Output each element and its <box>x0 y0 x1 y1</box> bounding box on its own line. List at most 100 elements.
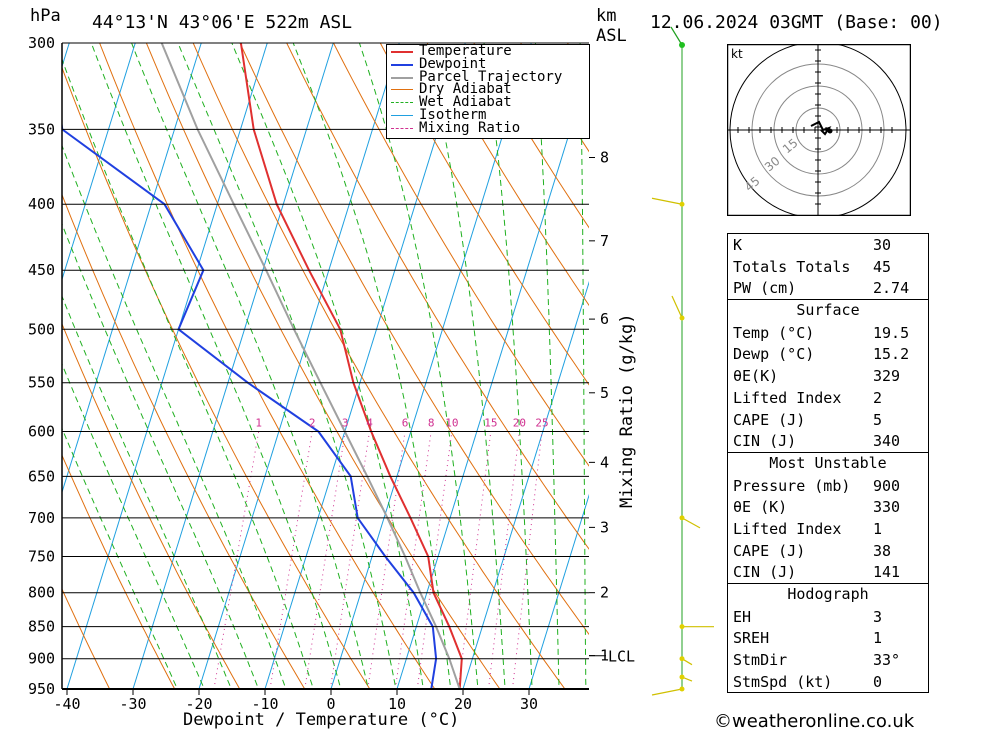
wind-level-dot <box>679 201 685 207</box>
lcl-label: LCL <box>608 648 635 666</box>
stability-key: StmSpd (kt) <box>733 672 833 691</box>
stability-row: CAPE (J) 5 <box>728 409 928 431</box>
pressure-tick-label: 750 <box>28 548 55 566</box>
stability-key: CIN (J) <box>733 432 797 451</box>
dry-adiabat-line <box>62 587 111 690</box>
stability-row: CIN (J) 340 <box>728 430 928 452</box>
mixing-ratio-label: 1 <box>255 416 262 429</box>
wet-adiabat-line <box>534 43 560 690</box>
legend-swatch <box>391 114 413 116</box>
pressure-tick-label: 400 <box>28 195 55 213</box>
wet-adiabat-line <box>62 427 179 690</box>
mixing-ratio-line <box>213 431 260 690</box>
legend-label: Mixing Ratio <box>419 119 521 136</box>
stability-row: θE(K) 329 <box>728 365 928 387</box>
storm-motion-dot <box>827 128 833 134</box>
mixing-ratio-line <box>367 431 406 690</box>
pressure-tick-label: 300 <box>28 34 55 52</box>
km-tick-label: 3 <box>600 518 609 536</box>
stability-value: 330 <box>873 498 901 517</box>
pressure-tick-label: 600 <box>28 422 55 440</box>
stability-row: CIN (J) 141 <box>728 561 928 583</box>
pressure-tick-label: 800 <box>28 584 55 602</box>
stability-row: StmDir 33° <box>728 649 928 671</box>
wind-level-dot <box>679 42 685 48</box>
stability-key: K <box>733 236 743 254</box>
wind-level-dot <box>679 674 685 680</box>
forecast-datetime: 12.06.2024 03GMT (Base: 00) <box>650 12 943 33</box>
mixing-ratio-label: 25 <box>535 416 548 429</box>
x-tick-label: 0 <box>326 695 335 713</box>
mixing-ratio-line <box>304 431 346 690</box>
km-label: km <box>596 6 617 26</box>
stability-row: StmSpd (kt) 0 <box>728 671 928 693</box>
mixing-ratio-label: 8 <box>428 416 435 429</box>
wet-adiabat-line <box>231 43 425 690</box>
wind-level-dot <box>679 315 685 321</box>
pressure-tick-label: 850 <box>28 618 55 636</box>
pressure-tick-label: 950 <box>28 680 55 698</box>
profile-parcel-trajectory <box>160 43 461 690</box>
wind-level-dot <box>679 624 685 630</box>
stability-key: EH <box>733 607 752 626</box>
stability-section-title: Most Unstable <box>728 451 928 475</box>
stability-key: θE (K) <box>733 498 788 517</box>
dry-adiabat-line <box>62 66 371 690</box>
stability-value: 15.2 <box>873 345 910 364</box>
stability-value: 1 <box>873 519 883 538</box>
isotherm-line <box>198 43 400 690</box>
wet-adiabat-line <box>62 222 260 690</box>
stability-key: CAPE (J) <box>733 410 806 429</box>
wet-adiabat-line <box>424 43 506 690</box>
wind-barb <box>651 197 683 205</box>
stability-value: 3 <box>873 607 883 626</box>
wind-level-dot <box>679 656 685 662</box>
mixing-ratio-line <box>394 431 432 690</box>
legend-label: Temperature <box>419 43 512 59</box>
wind-barb <box>670 26 683 46</box>
wet-adiabat-line <box>358 43 479 690</box>
isotherm-line <box>462 280 589 690</box>
pressure-tick-label: 900 <box>28 650 55 668</box>
wind-barb <box>671 295 683 319</box>
km-tick-label: 4 <box>600 453 609 471</box>
legend-swatch <box>391 76 413 79</box>
legend-item: Isotherm <box>387 108 589 122</box>
stability-row: Dewp (°C) 15.2 <box>728 343 928 365</box>
isotherm-line <box>62 43 202 494</box>
wet-adiabat-line <box>62 144 287 690</box>
stability-value: 900 <box>873 476 901 495</box>
stability-row: K 30 <box>728 234 928 256</box>
chart-legend: Temperature Dewpoint Parcel Trajectory Dry … <box>386 44 590 139</box>
stability-section-title: Hodograph <box>728 583 928 606</box>
isotherm-line <box>0 43 3 689</box>
hodograph-trace <box>810 120 832 136</box>
mixing-ratio-label: 20 <box>513 416 526 429</box>
legend-item: Temperature <box>387 43 589 59</box>
stability-key: Temp (°C) <box>733 323 815 342</box>
stability-value: 45 <box>873 257 892 276</box>
mixing-ratio-line <box>269 431 313 690</box>
stability-key: Dewp (°C) <box>733 345 815 364</box>
mixing-ratio-label: 10 <box>445 416 458 429</box>
legend-swatch <box>391 51 413 53</box>
stability-key: Totals Totals <box>733 257 851 276</box>
station-location: 44°13'N 43°06'E 522m ASL <box>92 12 353 33</box>
mixing-ratio-label: 3 <box>342 416 349 429</box>
stability-key: SREH <box>733 629 770 648</box>
wet-adiabat-line <box>62 294 233 690</box>
stability-value: 340 <box>873 432 901 451</box>
stability-key: CAPE (J) <box>733 541 806 560</box>
legend-label: Dry Adiabat <box>419 81 512 98</box>
stability-value: 19.5 <box>873 323 910 342</box>
legend-item: Parcel Trajectory <box>387 70 589 83</box>
hodograph-unit-label: kt <box>731 47 743 61</box>
km-tick-label: 8 <box>600 148 609 166</box>
wind-barb <box>651 688 683 696</box>
isotherm-line <box>330 43 532 690</box>
stability-indices-table: K 30 Totals Totals 45 PW (cm) 2.74 Surface Temp… <box>727 233 929 694</box>
x-tick-label: 10 <box>388 695 406 713</box>
legend-item: Wet Adiabat <box>387 95 589 109</box>
